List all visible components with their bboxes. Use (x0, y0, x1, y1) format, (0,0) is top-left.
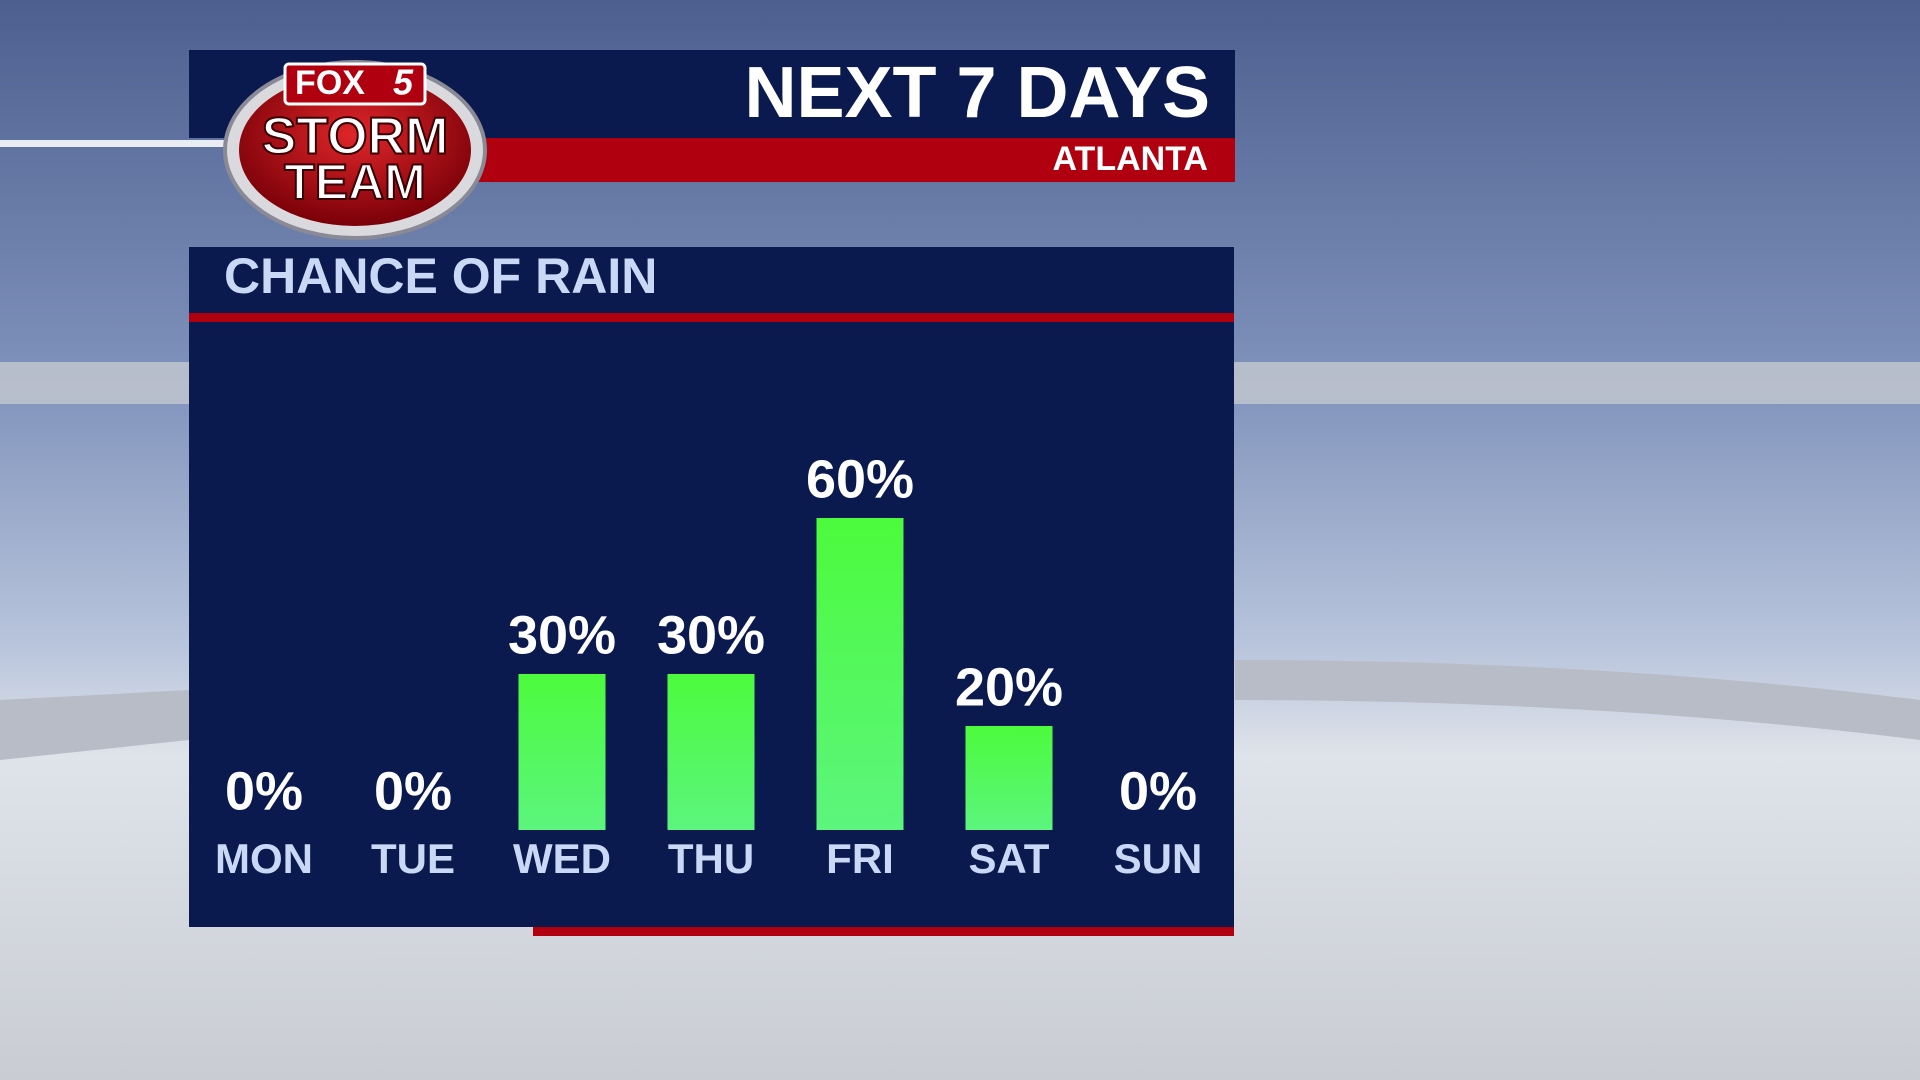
chart-title: CHANCE OF RAIN (224, 248, 657, 304)
chart-bottom-strip (533, 927, 1234, 936)
bar (816, 518, 904, 830)
day-label: WED (513, 835, 611, 882)
value-label: 30% (508, 605, 616, 665)
header-location: ATLANTA (1053, 140, 1208, 178)
day-label: SAT (969, 835, 1050, 882)
value-label: 0% (225, 761, 303, 821)
logo-channel: 5 (393, 62, 414, 103)
value-label: 0% (374, 761, 452, 821)
day-label: THU (668, 835, 754, 882)
chart-title-rule (189, 313, 1234, 322)
bar (518, 674, 606, 830)
day-label: SUN (1114, 835, 1203, 882)
logo-brand: FOX (295, 64, 365, 102)
day-label: FRI (826, 835, 894, 882)
header-strip (440, 138, 1235, 182)
bar (667, 674, 755, 830)
logo-plate (283, 62, 427, 106)
value-label: 0% (1119, 761, 1197, 821)
header-title: NEXT 7 DAYS (744, 53, 1210, 133)
header-line (0, 140, 225, 147)
value-label: 60% (806, 449, 914, 509)
day-label: TUE (371, 835, 455, 882)
day-label: MON (215, 835, 313, 882)
logo-badge (239, 74, 471, 226)
value-label: 30% (657, 605, 765, 665)
logo-line1: STORM (262, 108, 449, 166)
bar (965, 726, 1053, 830)
studio-rail (0, 690, 189, 760)
logo-line2: TEAM (284, 154, 426, 210)
studio-rail (1235, 660, 1920, 740)
value-label: 20% (955, 657, 1063, 717)
